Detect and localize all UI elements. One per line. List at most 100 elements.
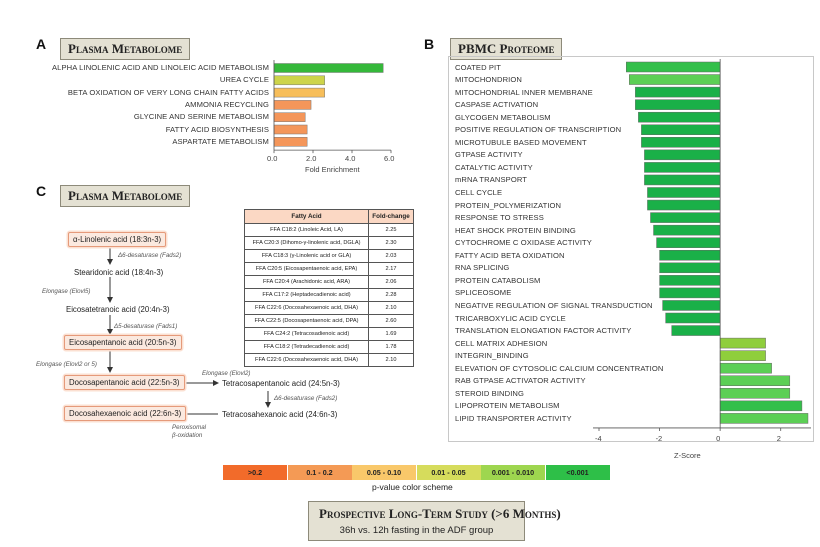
panel-b-category-label: MITOCHONDRION xyxy=(455,75,522,85)
panel-b-x-tick-label: 0 xyxy=(716,433,721,443)
table-row: FFA C20:3 (Dihomo-γ-linolenic acid, DGLA… xyxy=(244,236,414,250)
table-cell-fatty-acid: FFA C22:5 (Docosapentaenoic acid, DPA) xyxy=(244,314,369,328)
table-cell-fatty-acid: FFA C20:5 (Eicosapentaenoic acid, EPA) xyxy=(244,262,369,276)
table-row: FFA C22:6 (Docosahexaenoic acid, DHA) 2.1… xyxy=(244,301,414,315)
node-sda: Stearidonic acid (18:4n-3) xyxy=(74,268,164,277)
enzyme-label-elovl5: Elongase (Elovl5) xyxy=(42,288,91,295)
table-row: FFA C24:2 (Tetracosadienoic acid) 1.69 xyxy=(244,327,414,341)
enzyme-label-elovl2: Elongase (Elovl2) xyxy=(202,370,251,377)
panel-b-category-label: MITOCHONDRIAL INNER MEMBRANE xyxy=(455,87,593,97)
panel-a-x-tick-label: 6.0 xyxy=(384,154,395,164)
panel-b-category-label: CELL CYCLE xyxy=(455,188,503,197)
panel-b-category-label: TRICARBOXYLIC ACID CYCLE xyxy=(455,313,566,323)
legend-swatch: 0.01 - 0.05 xyxy=(416,465,481,480)
table-row: FFA C18:2 (Linoleic Acid, LA) 2.25 xyxy=(244,223,414,237)
table-cell-fatty-acid: FFA C22:6 (Docosahexaenoic acid, DHA) xyxy=(244,353,369,367)
panel-b-x-tick-label: -4 xyxy=(595,433,602,443)
table-cell-fatty-acid: FFA C20:3 (Dihomo-γ-linolenic acid, DGLA… xyxy=(244,236,369,250)
table-cell-fold-change: 2.10 xyxy=(368,301,414,315)
table-cell-fatty-acid: FFA C24:2 (Tetracosadienoic acid) xyxy=(244,327,369,341)
node-eta: Eicosatetranoic acid (20:4n-3) xyxy=(66,305,170,314)
node-ala: α-Linolenic acid (18:3n-3) xyxy=(68,232,167,247)
panel-b-x-axis-title: Z-Score xyxy=(674,450,701,460)
panel-b-category-label: SPLICEOSOME xyxy=(455,288,512,298)
panel-b-x-tick-label: -2 xyxy=(655,433,663,443)
legend-caption: p-value color scheme xyxy=(372,482,453,492)
panel-b-x-tick-label: 2 xyxy=(776,433,781,443)
panel-b-category-label: mRNA TRANSPORT xyxy=(455,175,528,185)
legend-swatch: >0.2 xyxy=(223,465,287,480)
panel-c-letter: C xyxy=(36,183,47,199)
panel-b-category-label: MICROTUBULE BASED MOVEMENT xyxy=(455,137,587,147)
panel-b-category-label: ELEVATION OF CYTOSOLIC CALCIUM CONCENTRA… xyxy=(455,363,664,373)
table-cell-fatty-acid: FFA C20:4 (Arachidonic acid, ARA) xyxy=(244,275,369,289)
node-tpa: Tetracosapentanoic acid (24:5n-3) xyxy=(222,379,340,388)
panel-a-category-label: ALPHA LINOLENIC ACID AND LINOLEIC ACID M… xyxy=(51,63,269,72)
legend-swatch: 0.001 - 0.010 xyxy=(481,465,545,480)
panel-b-category-label: RESPONSE TO STRESS xyxy=(455,213,544,223)
panel-a-x-tick-label: 4.0 xyxy=(345,154,356,164)
panel-a-category-label: AMMONIA RECYCLING xyxy=(185,99,269,109)
table-cell-fold-change: 2.25 xyxy=(368,223,414,237)
node-dha: Docosahexaenoic acid (22:6n-3) xyxy=(64,406,187,421)
enzyme-label-peroxisomal: Peroxisomal xyxy=(172,424,207,431)
table-cell-fold-change: 1.69 xyxy=(368,327,414,341)
panel-b-category-label: CASPASE ACTIVATION xyxy=(455,100,539,110)
table-cell-fold-change: 2.06 xyxy=(368,275,414,289)
enzyme-label-fads1: Δ5-desaturase (Fads1) xyxy=(114,323,178,330)
table-cell-fatty-acid: FFA C18:2 (Tetradecadienoic acid) xyxy=(244,340,369,354)
table-cell-fold-change: 1.78 xyxy=(368,340,414,354)
table-row: FFA C20:4 (Arachidonic acid, ARA) 2.06 xyxy=(244,275,414,289)
panel-b-category-label: CELL MATRIX ADHESION xyxy=(455,338,548,348)
panel-b-title: PBMC Proteome xyxy=(450,38,563,60)
panel-b-category-label: RNA SPLICING xyxy=(455,263,510,273)
table-cell-fatty-acid: FFA C22:6 (Docosahexaenoic acid, DHA) xyxy=(244,301,369,315)
table-cell-fold-change: 2.28 xyxy=(368,288,414,302)
panel-a-category-label: BETA OXIDATION OF VERY LONG CHAIN FATTY … xyxy=(67,87,269,97)
table-header-fold-change: Fold-change xyxy=(368,209,414,224)
panel-a-letter: A xyxy=(36,36,47,52)
panel-b-frame xyxy=(448,56,814,442)
study-box: Prospective Long-Term Study (>6 Months) … xyxy=(308,501,561,541)
table-row: FFA C20:5 (Eicosapentaenoic acid, EPA) 2.… xyxy=(244,262,414,276)
table-cell-fold-change: 2.30 xyxy=(368,236,414,250)
panel-b-category-label: COATED PIT xyxy=(455,62,502,72)
panel-b-category-label: PROTEIN_POLYMERIZATION xyxy=(455,200,562,210)
panel-b-category-label: RAB GTPASE ACTIVATOR ACTIVITY xyxy=(455,376,586,386)
table-cell-fold-change: 2.10 xyxy=(368,353,414,367)
table-cell-fatty-acid: FFA C17:2 (Heptadecadienoic acid) xyxy=(244,288,369,302)
enzyme-label-fads2-a: Δ6-desaturase (Fads2) xyxy=(118,252,182,259)
panel-b-category-label: GLYCOGEN METABOLISM xyxy=(455,112,551,122)
table-cell-fatty-acid: FFA C18:3 (γ-Linolenic acid or GLA) xyxy=(244,249,369,263)
legend-swatch: 0.1 - 0.2 xyxy=(287,465,352,480)
panel-b-category-label: POSITIVE REGULATION OF TRANSCRIPTION xyxy=(455,125,622,135)
table-cell-fatty-acid: FFA C18:2 (Linoleic Acid, LA) xyxy=(244,223,369,237)
panel-b-category-label: FATTY ACID BETA OXIDATION xyxy=(455,250,565,260)
panel-b-letter: B xyxy=(424,36,435,52)
panel-b-category-label: CATALYTIC ACTIVITY xyxy=(455,162,533,172)
panel-b-category-label: NEGATIVE REGULATION OF SIGNAL TRANSDUCTI… xyxy=(455,300,653,310)
panel-a-x-axis-title: Fold Enrichment xyxy=(305,165,360,175)
panel-a-x-tick-label: 2.0 xyxy=(306,154,317,164)
table-header-fatty-acid: Fatty Acid xyxy=(244,209,369,224)
panel-a-title: Plasma Metabolome xyxy=(60,38,191,60)
table-row: FFA C18:2 (Tetradecadienoic acid) 1.78 xyxy=(244,340,414,354)
panel-b-category-label: LIPID TRANSPORTER ACTIVITY xyxy=(455,413,572,423)
panel-a-x-tick-label: 0.0 xyxy=(267,154,278,164)
table-row: FFA C17:2 (Heptadecadienoic acid) 2.28 xyxy=(244,288,414,302)
panel-b-category-label: LIPOPROTEIN METABOLISM xyxy=(455,401,560,411)
fatty-acid-table: Fatty Acid Fold-change FFA C18:2 (Linole… xyxy=(244,209,414,367)
table-cell-fold-change: 2.60 xyxy=(368,314,414,328)
enzyme-label-beta-oxidation: β-oxidation xyxy=(172,432,203,439)
panel-b-category-label: STEROID BINDING xyxy=(455,388,525,398)
panel-a-category-label: UREA CYCLE xyxy=(219,75,269,85)
node-epa: Eicosapentanoic acid (20:5n-3) xyxy=(64,335,182,350)
panel-b-category-label: GTPASE ACTIVITY xyxy=(455,150,523,160)
panel-a-category-label: GLYCINE AND SERINE METABOLISM xyxy=(133,112,269,122)
panel-b-category-label: TRANSLATION ELONGATION FACTOR ACTIVITY xyxy=(455,326,632,336)
table-row: FFA C22:5 (Docosapentaenoic acid, DPA) 2.… xyxy=(244,314,414,328)
table-row: FFA C22:6 (Docosahexaenoic acid, DHA) 2.1… xyxy=(244,353,414,367)
